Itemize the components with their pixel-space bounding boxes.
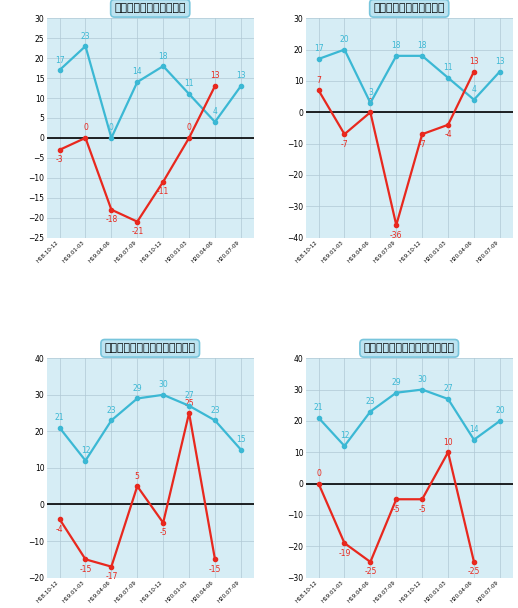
Text: 18: 18 bbox=[392, 41, 401, 50]
Text: 14: 14 bbox=[133, 67, 142, 77]
Text: 21: 21 bbox=[55, 413, 64, 422]
Text: -4: -4 bbox=[444, 130, 452, 139]
Text: 0: 0 bbox=[83, 123, 88, 133]
Text: 13: 13 bbox=[495, 57, 505, 66]
Text: 3: 3 bbox=[368, 88, 373, 97]
Text: -15: -15 bbox=[79, 565, 92, 574]
Text: 23: 23 bbox=[81, 32, 90, 41]
Text: -36: -36 bbox=[390, 230, 402, 240]
Text: 4: 4 bbox=[471, 85, 477, 94]
Text: -18: -18 bbox=[105, 215, 118, 224]
Text: -5: -5 bbox=[160, 528, 167, 537]
Text: -21: -21 bbox=[131, 227, 143, 236]
Text: -3: -3 bbox=[56, 156, 63, 164]
Title: ２－３階建て賃貸住宅受注戸数: ２－３階建て賃貸住宅受注戸数 bbox=[105, 344, 196, 353]
Text: -7: -7 bbox=[341, 140, 348, 149]
Text: 23: 23 bbox=[107, 406, 116, 415]
Title: ２－３階建て賃貸住宅受注金額: ２－３階建て賃貸住宅受注金額 bbox=[364, 344, 455, 353]
Text: 7: 7 bbox=[316, 76, 321, 85]
Text: 29: 29 bbox=[392, 378, 401, 387]
Text: -15: -15 bbox=[209, 565, 221, 574]
Text: 30: 30 bbox=[418, 375, 427, 384]
Text: 29: 29 bbox=[133, 384, 142, 393]
Text: 0: 0 bbox=[109, 123, 114, 133]
Text: 25: 25 bbox=[184, 398, 194, 407]
Text: -4: -4 bbox=[56, 525, 63, 534]
Title: 戸建て分譲住宅受注戸数: 戸建て分譲住宅受注戸数 bbox=[114, 3, 186, 13]
Text: 17: 17 bbox=[55, 55, 64, 64]
Text: 12: 12 bbox=[340, 432, 349, 440]
Text: -25: -25 bbox=[468, 567, 480, 576]
Text: -7: -7 bbox=[419, 140, 426, 149]
Text: 21: 21 bbox=[314, 403, 323, 412]
Text: -5: -5 bbox=[393, 505, 400, 514]
Text: 27: 27 bbox=[184, 391, 194, 400]
Text: 14: 14 bbox=[469, 425, 479, 434]
Text: 18: 18 bbox=[159, 52, 168, 61]
Title: 戸建て分譲住宅受注金額: 戸建て分譲住宅受注金額 bbox=[373, 3, 445, 13]
Text: 15: 15 bbox=[236, 435, 246, 444]
Text: 5: 5 bbox=[135, 472, 140, 481]
Text: 0: 0 bbox=[368, 98, 373, 106]
Text: 20: 20 bbox=[340, 35, 349, 44]
Text: -5: -5 bbox=[419, 505, 426, 514]
Text: 20: 20 bbox=[495, 406, 505, 415]
Text: 23: 23 bbox=[366, 397, 375, 406]
Text: 4: 4 bbox=[212, 108, 218, 116]
Text: -11: -11 bbox=[157, 187, 169, 196]
Text: 27: 27 bbox=[443, 384, 453, 393]
Text: 13: 13 bbox=[236, 72, 246, 80]
Text: 13: 13 bbox=[210, 72, 220, 80]
Text: 23: 23 bbox=[210, 406, 220, 415]
Text: -17: -17 bbox=[105, 572, 118, 581]
Text: 18: 18 bbox=[418, 41, 427, 50]
Text: -25: -25 bbox=[364, 567, 377, 576]
Text: 10: 10 bbox=[443, 438, 453, 447]
Text: 12: 12 bbox=[81, 446, 90, 455]
Text: 11: 11 bbox=[184, 80, 194, 88]
Text: -19: -19 bbox=[338, 548, 351, 558]
Text: 11: 11 bbox=[443, 63, 453, 72]
Text: 30: 30 bbox=[159, 380, 168, 389]
Text: 0: 0 bbox=[186, 123, 192, 133]
Text: 13: 13 bbox=[469, 57, 479, 66]
Text: 17: 17 bbox=[314, 44, 323, 54]
Text: 0: 0 bbox=[316, 469, 321, 478]
